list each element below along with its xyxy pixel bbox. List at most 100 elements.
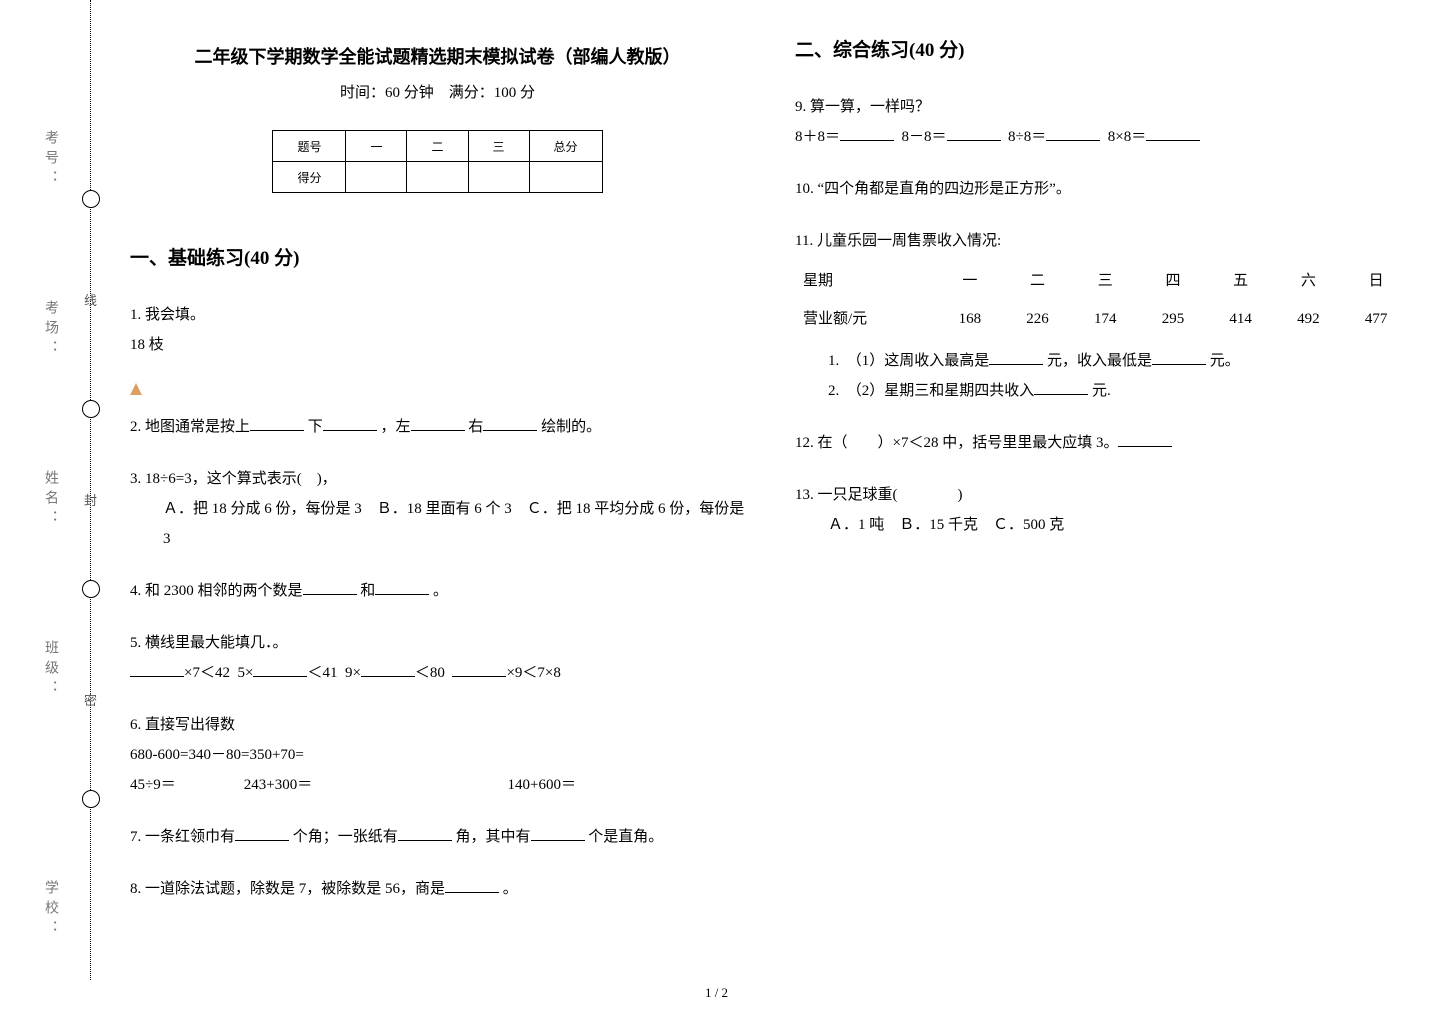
q-text: 直接写出得数: [145, 717, 235, 733]
revenue-table: 星期 一 二 三 四 五 六 日 营业额/元 168 226 174 295 4…: [795, 262, 1410, 338]
q-text: 一道除法试题，除数是 7，被除数是 56，商是: [145, 881, 445, 897]
question-12: 12. 在（ ）×7＜28 中，括号里里最大应填 3。: [795, 428, 1410, 458]
blank: [1146, 125, 1200, 141]
q-num: 9.: [795, 99, 806, 115]
q-text: 元。: [1210, 353, 1240, 369]
q-text: 个角；一张纸有: [293, 829, 398, 845]
tbl-cell: 295: [1139, 300, 1207, 338]
q-text: 18÷6=3，这个算式表示( )，: [145, 471, 337, 487]
score-col: 题号: [273, 131, 346, 162]
gutter-circle: [82, 790, 100, 808]
question-13: 13. 一只足球重( ) Ａ．1 吨 Ｂ．15 千克 Ｃ．500 克: [795, 480, 1410, 540]
tbl-cell: 六: [1275, 262, 1343, 300]
question-1: 1. 我会填。 18 枝: [130, 300, 745, 390]
page-number: 1 / 2: [0, 985, 1433, 1001]
blank: [250, 415, 304, 431]
q-text: 一只足球重( ): [818, 487, 963, 503]
blank: [445, 877, 499, 893]
score-table: 题号 一 二 三 总分 得分: [272, 130, 602, 193]
section-2-heading: 二、综合练习(40 分): [795, 35, 1410, 62]
gutter-char: 密: [84, 690, 97, 709]
question-11: 11. 儿童乐园一周售票收入情况: 星期 一 二 三 四 五 六 日 营业额/元…: [795, 226, 1410, 406]
tbl-cell: 四: [1139, 262, 1207, 300]
q11-sub2: 2. （2）星期三和星期四共收入 元.: [795, 376, 1410, 406]
blank: [531, 825, 585, 841]
q6-expr: 340－80=: [188, 747, 249, 763]
gutter-label: 学校：: [40, 880, 60, 940]
q-num: 7.: [130, 829, 141, 845]
tbl-cell: 二: [1004, 262, 1072, 300]
question-5: 5. 横线里最大能填几．。 ×7＜42 5×＜41 9×＜80 ×9＜7×8: [130, 628, 745, 688]
blank: [253, 661, 307, 677]
q-num: 6.: [130, 717, 141, 733]
q6-expr: 350+70=: [249, 747, 303, 763]
gutter-circle: [82, 400, 100, 418]
title-block: 二年级下学期数学全能试题精选期末模拟试卷（部编人教版） 时间：60 分钟 满分：…: [130, 43, 745, 193]
tbl-row-label: 营业额/元: [795, 300, 936, 338]
q-text: 和 2300 相邻的两个数是: [145, 583, 303, 599]
blank: [361, 661, 415, 677]
blank: [398, 825, 452, 841]
tbl-cell: 五: [1207, 262, 1275, 300]
q-text: 在（ ）×7＜28 中，括号里里最大应填 3。: [818, 435, 1119, 451]
q6-expr: 45÷9＝: [130, 770, 240, 800]
blank: [303, 579, 357, 595]
q-text: 。: [433, 583, 448, 599]
q-num: 12.: [795, 435, 814, 451]
question-3: 3. 18÷6=3，这个算式表示( )， Ａ．把 18 分成 6 份，每份是 3…: [130, 464, 745, 554]
q1-count: 18 枝: [130, 337, 164, 353]
score-col: 总分: [529, 131, 602, 162]
q-text: 绘制的。: [541, 419, 601, 435]
q-text: 我会填。: [145, 307, 205, 323]
q-num: 4.: [130, 583, 141, 599]
q-text: 算一算，一样吗？: [810, 99, 930, 115]
score-cell: [529, 162, 602, 193]
blank: [1034, 379, 1088, 395]
blank: [411, 415, 465, 431]
gutter-label: 姓名：: [40, 470, 60, 530]
question-10: 10. “四个角都是直角的四边形是正方形”。: [795, 174, 1410, 204]
q-text: 右: [468, 419, 483, 435]
gutter-char: 封: [84, 490, 97, 509]
gutter-label: 考号：: [40, 130, 60, 190]
q-text: 地图通常是按上: [145, 419, 250, 435]
q11-sub1: 1. （1）这周收入最高是 元，收入最低是 元。: [795, 346, 1410, 376]
question-2: 2. 地图通常是按上 下 ，左 右 绘制的。: [130, 412, 745, 442]
blank: [130, 661, 184, 677]
q-text: “四个角都是直角的四边形是正方形”。: [818, 181, 1071, 197]
score-row-label: 得分: [273, 162, 346, 193]
q-num: 2.: [130, 419, 141, 435]
blank: [483, 415, 537, 431]
score-cell: [468, 162, 529, 193]
question-4: 4. 和 2300 相邻的两个数是 和 。: [130, 576, 745, 606]
tbl-cell: 日: [1342, 262, 1410, 300]
q9-expr: 8＋8＝: [795, 129, 840, 145]
q-text: 2. （2）星期三和星期四共收入: [828, 383, 1034, 399]
section-1-heading: 一、基础练习(40 分): [130, 243, 745, 270]
q-num: 8.: [130, 881, 141, 897]
question-9: 9. 算一算，一样吗？ 8＋8＝ 8－8＝ 8÷8＝ 8×8＝: [795, 92, 1410, 152]
q9-expr: 8×8＝: [1108, 129, 1146, 145]
tbl-cell: 168: [936, 300, 1004, 338]
q-text: ，左: [381, 419, 411, 435]
q6-expr: 680-600=: [130, 747, 188, 763]
q-text: 元，收入最低是: [1047, 353, 1152, 369]
tbl-cell: 492: [1275, 300, 1343, 338]
blank: [989, 349, 1043, 365]
tbl-cell: 226: [1004, 300, 1072, 338]
q13-options: Ａ．1 吨 Ｂ．15 千克 Ｃ．500 克: [795, 510, 1410, 540]
q-num: 10.: [795, 181, 814, 197]
q9-expr: 8÷8＝: [1008, 129, 1046, 145]
q-num: 3.: [130, 471, 141, 487]
q-text: ＜80: [415, 665, 445, 681]
blank: [840, 125, 894, 141]
question-8: 8. 一道除法试题，除数是 7，被除数是 56，商是 。: [130, 874, 745, 904]
binding-gutter: 线 封 密 考号： 考场： 姓名： 班级： 学校：: [40, 0, 100, 980]
q6-expr: 243+300＝: [244, 770, 504, 800]
q-text: ＜41: [307, 665, 337, 681]
blank: [452, 661, 506, 677]
q-text: 角，其中有: [456, 829, 531, 845]
q-text: 儿童乐园一周售票收入情况:: [817, 233, 1001, 249]
score-col: 三: [468, 131, 529, 162]
q-text: 9×: [345, 665, 361, 681]
